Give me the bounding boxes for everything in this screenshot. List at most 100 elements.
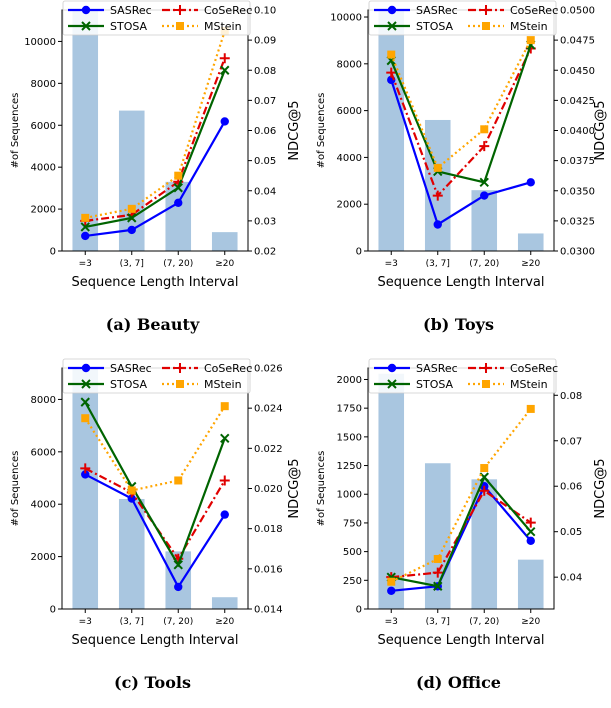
- caption-office: (d) Office: [416, 673, 501, 692]
- x-axis-label: Sequence Length Interval: [71, 633, 238, 648]
- legend: SASRec CoSeRec STOSA MStein: [368, 0, 558, 36]
- right-tick-label: 0.022: [254, 444, 283, 455]
- bar-1: [118, 498, 145, 609]
- series-line: [390, 408, 532, 583]
- data-point: [526, 536, 535, 545]
- right-tick-label: 0.018: [254, 524, 283, 535]
- legend-marker: [81, 21, 91, 31]
- x-tick-label: (7, 20): [163, 259, 193, 269]
- right-tick-label: 0.014: [254, 605, 283, 616]
- legend-marker: [175, 5, 185, 15]
- right-tick-label: 0.0300: [560, 247, 595, 258]
- left-tick-label: 8000: [337, 59, 362, 70]
- bar-3: [517, 233, 544, 251]
- data-point: [220, 65, 230, 75]
- series-line: [390, 48, 532, 198]
- data-point: [526, 526, 536, 537]
- legend-marker: [387, 363, 397, 373]
- right-tick-label: 0.04: [560, 573, 582, 584]
- data-point: [174, 582, 183, 592]
- legend-marker: [175, 363, 185, 373]
- legend: SASRec CoSeRec STOSA MStein: [368, 358, 558, 394]
- data-point: [433, 163, 442, 172]
- series-mstein: [387, 36, 535, 172]
- caption-toys: (b) Toys: [423, 315, 494, 334]
- data-point: [387, 50, 396, 59]
- legend-label: SASRec: [110, 4, 152, 17]
- data-point: [220, 433, 230, 443]
- data-point: [127, 494, 136, 503]
- legend-box: [62, 0, 251, 36]
- legend-box: [368, 358, 557, 394]
- left-tick-label: 750: [343, 518, 362, 529]
- bars: [72, 10, 238, 251]
- left-tick-label: 2000: [337, 375, 362, 386]
- legend-marker: [81, 379, 91, 389]
- data-point: [433, 220, 442, 229]
- left-tick-label: 0: [356, 605, 362, 616]
- series-line: [390, 44, 532, 184]
- series-sasrec: [387, 75, 535, 229]
- legend-marker: [481, 363, 491, 373]
- legend-label: STOSA: [416, 378, 454, 391]
- right-tick-label: 0.0450: [560, 66, 595, 77]
- chart-office: 0 250 500 750 1000 1250 1500 1750 2000 0.04 0.05 0.…: [316, 358, 608, 648]
- data-point: [432, 190, 443, 201]
- series-line: [85, 57, 226, 222]
- right-tick-label: 0.0350: [560, 186, 595, 197]
- legend-label: STOSA: [110, 378, 148, 391]
- right-tick-label: 0.020: [254, 484, 283, 495]
- left-tick-label: 250: [343, 576, 362, 587]
- series-coserec: [386, 485, 536, 583]
- right-tick-label: 0.024: [254, 404, 283, 415]
- x-tick-label: ≥20: [215, 617, 234, 627]
- series-mstein: [81, 402, 229, 495]
- data-point: [526, 404, 535, 413]
- bar-2: [471, 479, 498, 609]
- data-point: [526, 36, 535, 45]
- bars: [378, 373, 544, 609]
- legend-marker: [387, 5, 397, 15]
- bar-0: [378, 373, 405, 609]
- data-point: [387, 586, 396, 596]
- legend-marker: [482, 380, 490, 388]
- data-point: [433, 554, 442, 563]
- data-point: [81, 414, 90, 423]
- right-tick-label: 0.0425: [560, 96, 595, 107]
- data-point: [173, 183, 183, 193]
- right-tick-label: 0.0325: [560, 216, 595, 227]
- x-tick-label: ≥20: [521, 259, 540, 269]
- left-tick-label: 0: [50, 605, 56, 616]
- right-tick-label: 0.07: [254, 96, 276, 107]
- left-tick-label: 1750: [337, 404, 362, 415]
- x-axis-label: Sequence Length Interval: [71, 275, 238, 290]
- data-point: [80, 222, 90, 232]
- chart-beauty: 0 2000 4000 6000 8000 10000 0.02 0.03 0.04 0.05 0.…: [10, 0, 302, 290]
- right-axis-label: NDCG@5: [593, 100, 608, 160]
- left-axis-label: #of Sequences: [10, 451, 21, 527]
- x-axis-label: Sequence Length Interval: [377, 633, 544, 648]
- legend-box: [62, 358, 251, 394]
- right-tick-label: 0.016: [254, 564, 283, 575]
- legend-label: CoSeRec: [204, 362, 252, 375]
- x-tick-label: (3, 7]: [426, 259, 450, 269]
- series-line: [85, 69, 226, 228]
- data-point: [173, 560, 183, 570]
- data-point: [81, 213, 90, 222]
- series-line: [391, 484, 532, 592]
- data-point: [80, 463, 91, 474]
- right-tick-label: 0.08: [254, 66, 276, 77]
- data-point: [174, 476, 183, 485]
- series-line: [84, 405, 226, 492]
- right-tick-label: 0.05: [254, 156, 276, 167]
- data-point: [433, 581, 443, 591]
- chart-toys: 0 2000 4000 6000 8000 10000 0.0300 0.0325 0.0350…: [316, 0, 608, 290]
- right-tick-label: 0.0375: [560, 156, 595, 167]
- legend-label: CoSeRec: [510, 362, 558, 375]
- left-tick-label: 6000: [31, 121, 56, 132]
- left-tick-label: 10000: [330, 13, 362, 24]
- legend-label: MStein: [510, 378, 548, 391]
- legend-label: SASRec: [110, 362, 152, 375]
- data-point: [386, 67, 397, 78]
